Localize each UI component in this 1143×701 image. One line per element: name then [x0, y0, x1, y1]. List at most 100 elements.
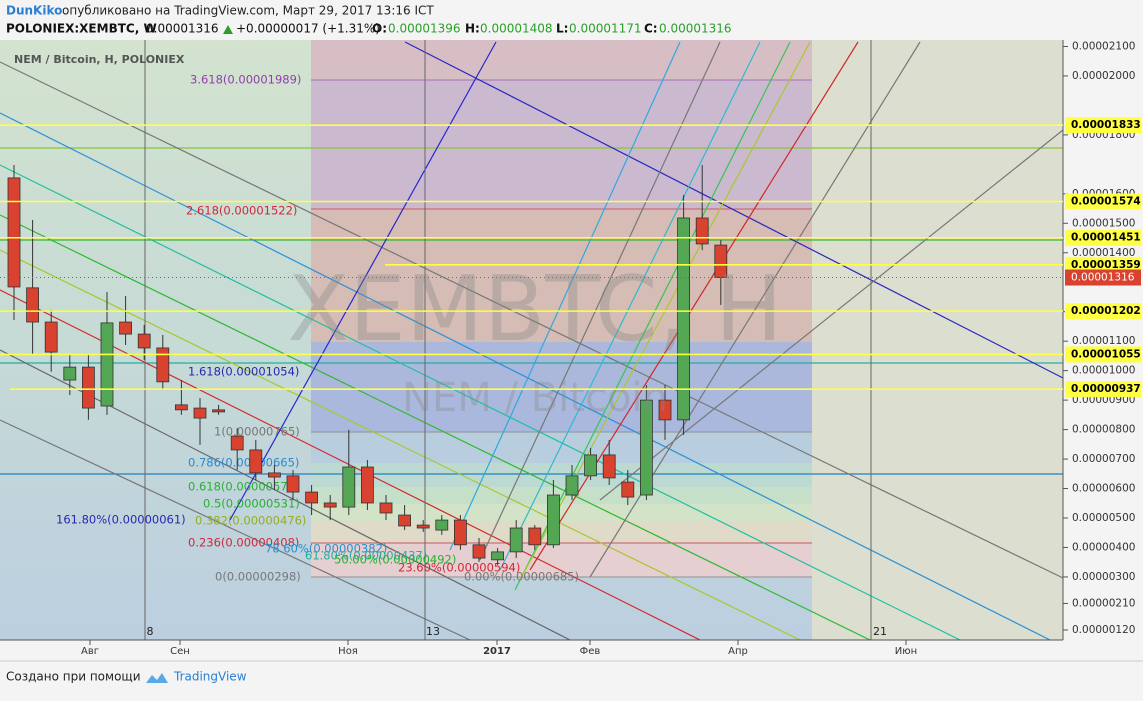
fib-label: 0.236(0.00000408) — [188, 536, 299, 550]
candle-body — [453, 519, 467, 546]
candle-body — [621, 481, 635, 498]
y-tick-label: 0.00002000 — [1072, 70, 1135, 82]
y-tick-label: 0.00000210 — [1072, 597, 1135, 609]
h-value: 0.00001408 — [480, 22, 553, 36]
fib-label: 1.618(0.00001054) — [188, 365, 299, 379]
candle-body — [230, 435, 244, 451]
fib-label: 0.00%(0.00000685) — [464, 570, 579, 584]
candle-body — [435, 519, 449, 531]
price-level-tag — [1065, 346, 1141, 363]
up-arrow — [223, 25, 233, 34]
watermark-sub: NEM / Bitcoin — [402, 375, 668, 421]
candle-body — [640, 399, 653, 496]
fib-label: 50.00%(0.00000492) — [334, 553, 456, 567]
fib-label: 2.618(0.00001522) — [186, 204, 297, 218]
fib-label: 0.786(0.00000665) — [188, 456, 299, 470]
y-tick-label: 0.00000500 — [1072, 512, 1135, 524]
fib-label: 1(0.00000765) — [214, 425, 300, 439]
candle-body — [249, 449, 263, 474]
fib-label: 23.60%(0.00000594) — [398, 561, 520, 575]
candle-body — [602, 454, 616, 479]
candle-body — [695, 217, 709, 245]
y-tick-label: 0.00000120 — [1072, 624, 1135, 636]
published: опубликовано на TradingView.com, Март 29… — [62, 4, 434, 18]
h-label: H: — [465, 22, 480, 36]
candle-body — [472, 544, 486, 559]
price-level-label: 0.00000937 — [1071, 383, 1141, 395]
static-lines — [0, 41, 1064, 641]
candle-body — [584, 454, 597, 477]
fib-label: 0.618(0.00000571) — [188, 480, 299, 494]
y-tick-label: 0.00002100 — [1072, 40, 1135, 52]
candle-body — [528, 527, 542, 546]
x-tick-label: Сен — [170, 646, 190, 657]
candle-body — [26, 287, 40, 323]
candle-body — [193, 407, 207, 419]
y-tick-label: 0.00001000 — [1072, 365, 1135, 377]
candle-body — [342, 466, 356, 508]
fib-label: 0.382(0.00000476) — [195, 514, 306, 528]
tv-logo — [146, 673, 168, 683]
candle-body — [212, 409, 226, 413]
price-level-tag — [1065, 381, 1141, 398]
candle-body — [286, 475, 300, 493]
fib-label: 0(0.00000298) — [215, 570, 301, 584]
candle-body — [491, 551, 505, 561]
candle-body — [119, 321, 132, 335]
footer-brand[interactable]: TradingView — [173, 670, 247, 684]
y-tick-label: 0.00001500 — [1072, 217, 1135, 229]
candle-body — [416, 524, 430, 529]
candle-body — [82, 366, 95, 409]
candle-body — [267, 472, 281, 478]
x-tick-label: Июн — [895, 646, 917, 657]
price: 0.00001316 — [146, 22, 219, 36]
candle-body — [658, 399, 672, 421]
footer-text: Создано при помощи — [6, 670, 141, 684]
marker-label: 8 — [147, 625, 154, 638]
l-label: L: — [556, 22, 568, 36]
y-tick-label: 0.00000300 — [1072, 571, 1135, 583]
y-tick-label: 0.00000800 — [1072, 424, 1135, 436]
candle-body — [305, 491, 319, 504]
price-level-tag — [1065, 229, 1141, 246]
price-level-label: 0.00001833 — [1071, 119, 1141, 131]
price-level-label: 0.00001451 — [1071, 232, 1141, 244]
candle-body — [7, 177, 21, 288]
x-tick-label: Ноя — [338, 646, 358, 657]
y-tick-label: 0.00000600 — [1072, 483, 1135, 495]
c-label: C: — [644, 22, 658, 36]
c-value: 0.00001316 — [659, 22, 732, 36]
candle-body — [156, 347, 170, 383]
y-axis-bg — [1063, 40, 1143, 640]
price-level-tag — [1065, 256, 1141, 273]
y-tick-label: 0.00001100 — [1072, 335, 1135, 347]
candle-body — [360, 466, 374, 504]
author: DunKiko — [6, 4, 62, 18]
fib-label: 161.80%(0.00000061) — [56, 513, 186, 527]
price-level-label: 0.00001055 — [1071, 348, 1141, 360]
y-tick-label: 0.00001400 — [1072, 247, 1135, 259]
fib-label: 3.618(0.00001989) — [190, 73, 301, 87]
candle-body — [565, 475, 579, 496]
watermark: XEMBTC, H — [287, 257, 782, 362]
fib-label: 61.80%(0.00000437) — [305, 549, 427, 563]
candle-body — [379, 502, 393, 514]
marker-label: 21 — [873, 625, 887, 638]
y-tick-label: 0.00000400 — [1072, 541, 1135, 553]
plot-area: 3.618(0.00001989) 2.618(0.00001522) 1.618(… — [0, 40, 1064, 641]
marker-label: 13 — [426, 625, 440, 638]
price-level-tag — [1065, 117, 1141, 134]
last-price-tag — [1065, 269, 1141, 286]
fib-label: 0.5(0.00000531) — [203, 497, 300, 511]
candle-body — [677, 217, 690, 421]
candle-body — [100, 322, 114, 407]
price-level-label: 0.00001359 — [1071, 259, 1141, 271]
candle-body — [174, 404, 188, 411]
candle-body — [509, 527, 523, 553]
o-label: O: — [372, 22, 387, 36]
candle-body — [323, 502, 337, 508]
o-value: 0.00001396 — [388, 22, 461, 36]
x-tick-label: 2017 — [483, 646, 511, 657]
chart-title: NEM / Bitcoin, H, POLONIEX — [14, 53, 185, 66]
change: +0.00000017 (+1.31%) — [236, 22, 380, 36]
